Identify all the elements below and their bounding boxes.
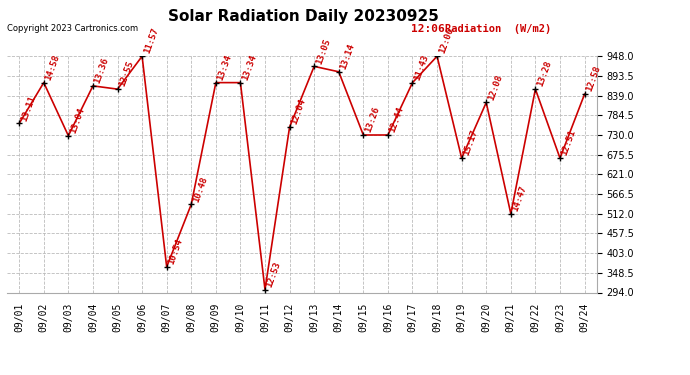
Text: 15:17: 15:17 xyxy=(462,129,480,157)
Text: 14:58: 14:58 xyxy=(43,53,61,81)
Text: 13:36: 13:36 xyxy=(93,57,110,85)
Text: 12:04: 12:04 xyxy=(290,98,307,126)
Text: 13:28: 13:28 xyxy=(535,60,553,88)
Text: 12:06: 12:06 xyxy=(411,24,444,34)
Text: 11:57: 11:57 xyxy=(142,27,160,55)
Text: 12:58: 12:58 xyxy=(584,65,602,93)
Text: 12:53: 12:53 xyxy=(265,260,283,288)
Text: 13:14: 13:14 xyxy=(339,42,357,71)
Text: 13:11: 13:11 xyxy=(19,94,37,122)
Text: 10:54: 10:54 xyxy=(167,237,184,266)
Text: 13:34: 13:34 xyxy=(216,53,233,81)
Text: Copyright 2023 Cartronics.com: Copyright 2023 Cartronics.com xyxy=(7,24,138,33)
Text: 12:51: 12:51 xyxy=(560,129,578,157)
Text: 13:26: 13:26 xyxy=(364,106,381,134)
Text: 12:08: 12:08 xyxy=(486,73,504,101)
Text: Solar Radiation Daily 20230925: Solar Radiation Daily 20230925 xyxy=(168,9,439,24)
Text: 12:44: 12:44 xyxy=(388,106,406,134)
Text: 13:04: 13:04 xyxy=(68,106,86,135)
Text: 12:06: 12:06 xyxy=(437,27,455,55)
Text: Radiation  (W/m2): Radiation (W/m2) xyxy=(445,24,551,34)
Text: 13:34: 13:34 xyxy=(240,53,258,81)
Text: 12:55: 12:55 xyxy=(117,60,135,88)
Text: 11:43: 11:43 xyxy=(413,53,430,81)
Text: 14:47: 14:47 xyxy=(511,184,529,213)
Text: 10:48: 10:48 xyxy=(191,175,209,203)
Text: 13:05: 13:05 xyxy=(314,37,332,65)
